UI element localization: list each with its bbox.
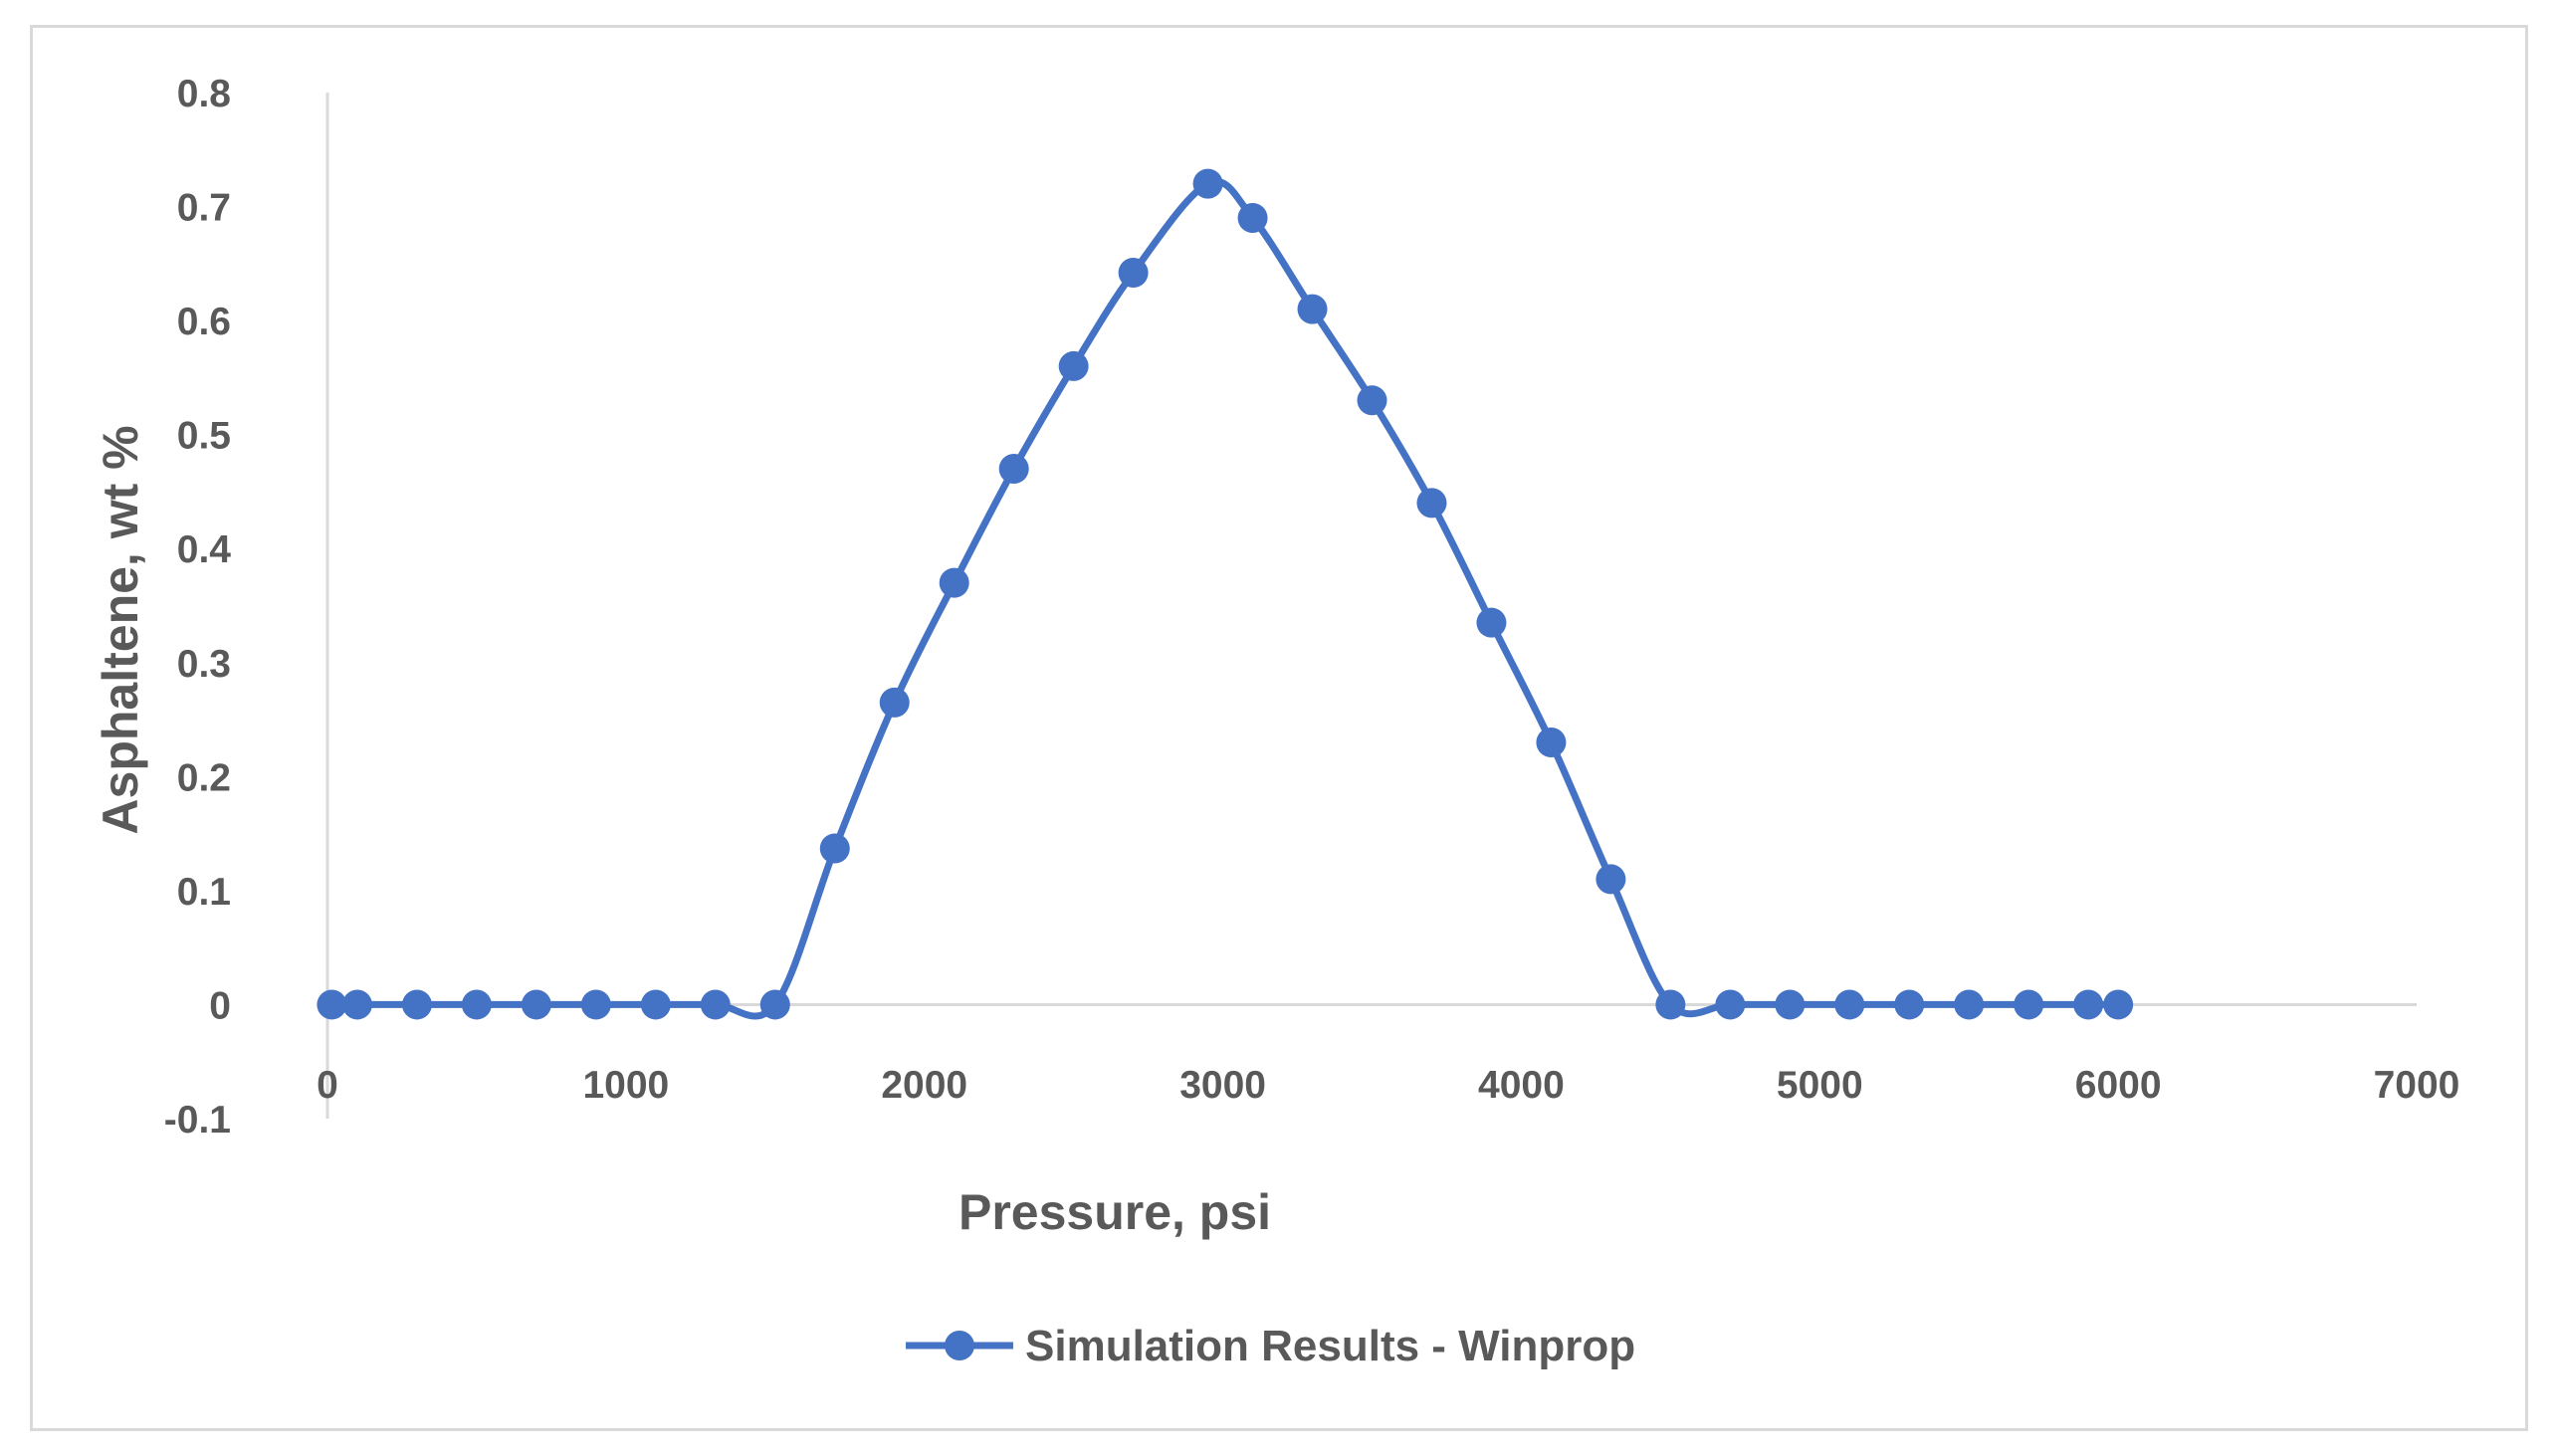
data-point-marker	[1596, 864, 1626, 895]
data-point-marker	[2014, 989, 2044, 1020]
data-point-marker	[580, 989, 611, 1020]
data-point-marker	[1192, 168, 1223, 199]
series-line	[327, 178, 2122, 1020]
data-point-marker	[1297, 294, 1328, 324]
data-point-marker	[1834, 989, 1865, 1020]
x-tick-labels: 0 1000 2000 3000 4000 5000 6000 7000	[317, 1064, 2459, 1107]
data-point-marker	[1715, 989, 1746, 1020]
data-point-marker	[759, 989, 790, 1020]
legend: Simulation Results - Winprop	[906, 1322, 1635, 1370]
data-point-marker	[1357, 385, 1387, 416]
data-point-marker	[1536, 727, 1567, 757]
data-point-marker	[317, 989, 347, 1020]
y-tick-label: 0.2	[177, 756, 231, 799]
data-point-marker	[1118, 257, 1149, 288]
x-tick-label: 6000	[2075, 1064, 2162, 1107]
x-tick-label: 4000	[1478, 1064, 1565, 1107]
x-tick-label: 5000	[1777, 1064, 1863, 1107]
data-point-marker	[998, 454, 1029, 485]
data-point-marker	[700, 989, 731, 1020]
data-point-marker	[1058, 350, 1089, 381]
y-tick-label: 0.7	[177, 187, 231, 230]
x-tick-label: 3000	[1179, 1064, 1266, 1107]
data-point-marker	[341, 989, 372, 1020]
y-tick-label: -0.1	[164, 1099, 231, 1142]
data-point-marker	[461, 989, 492, 1020]
legend-label: Simulation Results - Winprop	[1025, 1322, 1635, 1370]
y-tick-label: 0.1	[177, 871, 231, 914]
data-point-marker	[1954, 989, 1985, 1020]
data-point-marker	[521, 989, 551, 1020]
data-point-marker	[879, 687, 910, 718]
x-axis-title: Pressure, psi	[958, 1184, 1271, 1240]
axes	[325, 93, 2417, 1119]
data-point-marker	[401, 989, 432, 1020]
y-tick-label: 0	[209, 984, 231, 1027]
x-tick-label: 7000	[2374, 1064, 2460, 1107]
y-tick-label: 0.3	[177, 643, 231, 686]
y-tick-label: 0.6	[177, 301, 231, 343]
data-point-marker	[1476, 607, 1507, 638]
y-tick-label: 0.5	[177, 415, 231, 458]
x-tick-label: 1000	[582, 1064, 669, 1107]
x-tick-label: 0	[317, 1064, 338, 1107]
y-tick-label: 0.4	[177, 528, 232, 571]
series-group	[317, 168, 2134, 1020]
y-tick-label: 0.8	[177, 73, 231, 115]
data-point-marker	[939, 567, 969, 598]
data-point-marker	[1237, 203, 1268, 234]
data-point-marker	[2073, 989, 2104, 1020]
data-point-marker	[2103, 989, 2134, 1020]
data-point-marker	[1775, 989, 1806, 1020]
data-point-marker	[1416, 488, 1447, 519]
y-axis-title: Asphaltene, wt %	[93, 425, 148, 834]
data-point-marker	[640, 989, 671, 1020]
data-point-marker	[819, 833, 850, 864]
data-point-marker	[1655, 989, 1686, 1020]
y-tick-labels: -0.1 0 0.1 0.2 0.3 0.4 0.5 0.6 0.7 0.8	[164, 73, 232, 1142]
x-tick-label: 2000	[881, 1064, 967, 1107]
legend-marker-swatch	[945, 1331, 974, 1360]
data-point-marker	[1894, 989, 1925, 1020]
